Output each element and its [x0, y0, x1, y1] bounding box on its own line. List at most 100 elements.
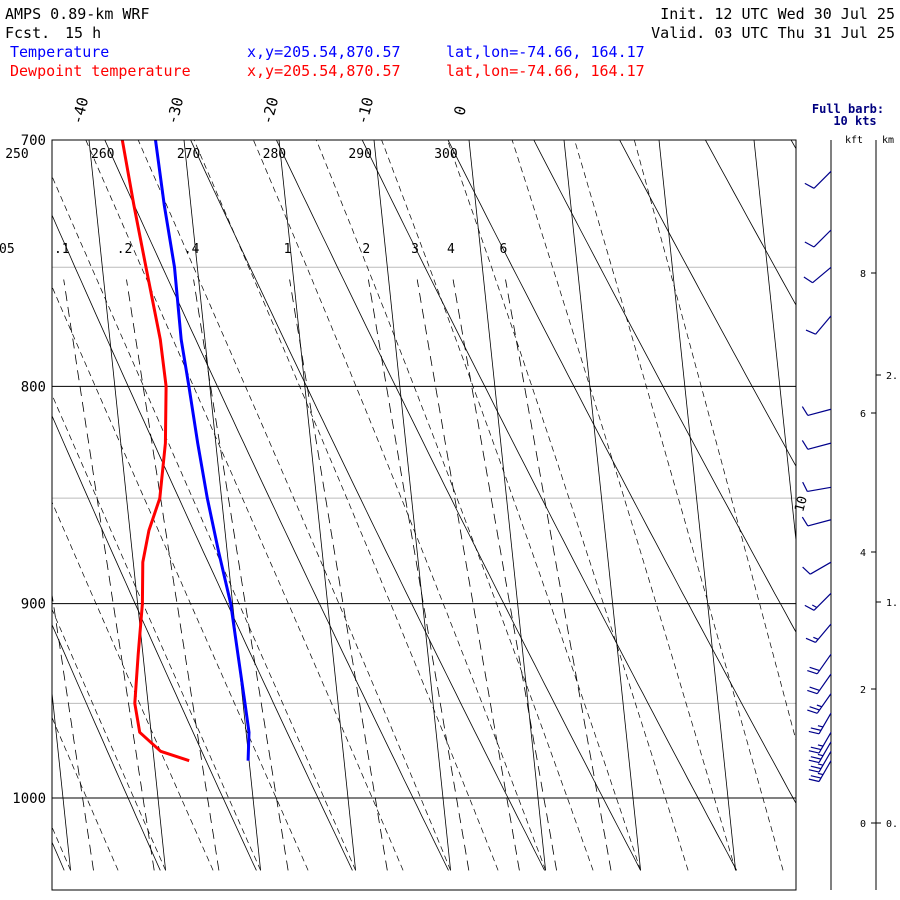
dry-adiabat [52, 623, 161, 871]
plot-frame [51, 139, 797, 891]
wind-barb-flag [809, 666, 820, 672]
moist-adiabat [52, 716, 119, 871]
wind-barb [808, 731, 832, 754]
moist-adiabat [511, 140, 736, 871]
kft-tick-label: 4 [860, 548, 866, 559]
wind-barb-flag [809, 706, 820, 711]
wind-barb-half-flag [817, 725, 824, 728]
wind-barb-staff [813, 170, 832, 189]
isotherm [563, 140, 641, 871]
isotherm [849, 140, 900, 870]
km-tick-label: 1. [886, 598, 898, 609]
dry-adiabat [52, 414, 257, 871]
wind-barb [801, 406, 832, 417]
wind-barb-flag [805, 329, 816, 335]
wind-barb-flag [804, 241, 815, 248]
kft-tick-label: 2 [860, 685, 866, 696]
moist-adiabat [253, 140, 546, 871]
mixing-ratio-line [368, 279, 470, 871]
legend-temperature-latlon: lat,lon=-74.66, 164.17 [446, 43, 645, 61]
wind-barb-half-flag [817, 753, 824, 757]
legend-dewpoint-xy: x,y=205.54,870.57 [247, 62, 401, 80]
pressure-tick-label: 900 [21, 597, 46, 613]
dry-adiabat-label: 250 [5, 147, 28, 162]
wind-barb-staff [816, 653, 832, 675]
legend-dewpoint: Dewpoint temperature [10, 62, 191, 80]
wind-barb-flag [810, 727, 822, 731]
wind-barb-flag [801, 406, 809, 416]
chart-labels: 7008009001000-70-60-50-40-30-20-10022023… [0, 95, 811, 807]
temperature-tick-label: 0 [450, 104, 470, 117]
pressure-tick-label: 700 [21, 133, 46, 149]
kft-label: kft [845, 135, 863, 146]
moist-adiabat [52, 608, 166, 871]
mixing-ratio-line [63, 279, 155, 871]
isotherm [278, 140, 356, 871]
wind-barb-flag [801, 516, 809, 527]
mixing-ratio-label: .2 [117, 242, 133, 257]
temperature-tick-label: -30 [163, 95, 187, 126]
wind-barb-staff [807, 519, 832, 527]
dry-adiabat-label: 300 [434, 147, 457, 162]
wind-barb-flag [808, 759, 820, 764]
mixing-ratio-label: 2 [362, 242, 370, 257]
wind-barb-staff [807, 486, 832, 493]
moist-adiabat [633, 140, 796, 742]
wind-barb [805, 315, 832, 335]
wind-barb-flag [807, 669, 818, 675]
barb-legend-line2: 10 kts [833, 114, 876, 128]
legend-dewpoint-latlon: lat,lon=-74.66, 164.17 [446, 62, 645, 80]
dry-adiabat [533, 140, 796, 633]
wind-barb-staff [813, 229, 832, 248]
moist-adiabat [52, 285, 309, 871]
pressure-tick-label: 800 [21, 379, 46, 395]
dry-adiabat [705, 140, 796, 306]
pressure-tick-label: 1000 [12, 791, 46, 807]
wind-barb-half-flag [816, 704, 823, 708]
dry-adiabat [361, 140, 738, 871]
wind-barb-half-flag [813, 636, 819, 640]
profile-lines [120, 140, 251, 763]
wind-barb-flag [810, 765, 822, 770]
moist-adiabat [137, 140, 451, 871]
wind-barb [805, 623, 832, 643]
wind-barb-staff [807, 442, 832, 450]
temperature-tick-label: -10 [353, 95, 377, 126]
dry-adiabat-label: 280 [263, 147, 286, 162]
wind-barb-flag [810, 775, 822, 779]
mixing-ratio-line [52, 591, 94, 871]
valid-time: Valid. 03 UTC Thu 31 Jul 25 [651, 24, 895, 42]
wind-barb [801, 440, 832, 450]
wind-barb-half-flag [817, 763, 824, 766]
wind-barb [801, 516, 832, 527]
wind-barb-staff [807, 408, 832, 417]
wind-barb [807, 673, 832, 695]
isotherm [88, 140, 166, 871]
wind-barb [804, 592, 832, 611]
mixing-ratio-line [505, 279, 612, 871]
wind-barb [808, 750, 832, 773]
barb-legend-line1: Full barb: [812, 102, 884, 116]
dry-adiabats [52, 140, 796, 871]
mixing-ratio-lines [52, 279, 612, 871]
wind-barb-staff [816, 693, 832, 714]
dry-adiabat [52, 214, 353, 871]
moist-adiabat [574, 140, 784, 871]
km-tick-label: 0. [886, 819, 898, 830]
forecast-label: Fcst. [5, 24, 50, 42]
mixing-ratio-line [126, 279, 220, 871]
moist-adiabat [315, 140, 594, 871]
wind-barb [808, 760, 832, 783]
dry-adiabat [447, 140, 796, 805]
mixing-ratio-label: 6 [499, 242, 507, 257]
legend-temperature-xy: x,y=205.54,870.57 [247, 43, 401, 61]
mixing-ratio-label: .4 [184, 242, 200, 257]
temperature-tick-label: -20 [258, 95, 282, 126]
moist-adiabat [447, 140, 689, 871]
moist-adiabat [52, 501, 214, 871]
mixing-ratio-label: 1 [284, 242, 292, 257]
dry-adiabat [104, 140, 449, 871]
mixing-ratio-line [289, 279, 388, 871]
wind-barb-flag [810, 756, 822, 760]
